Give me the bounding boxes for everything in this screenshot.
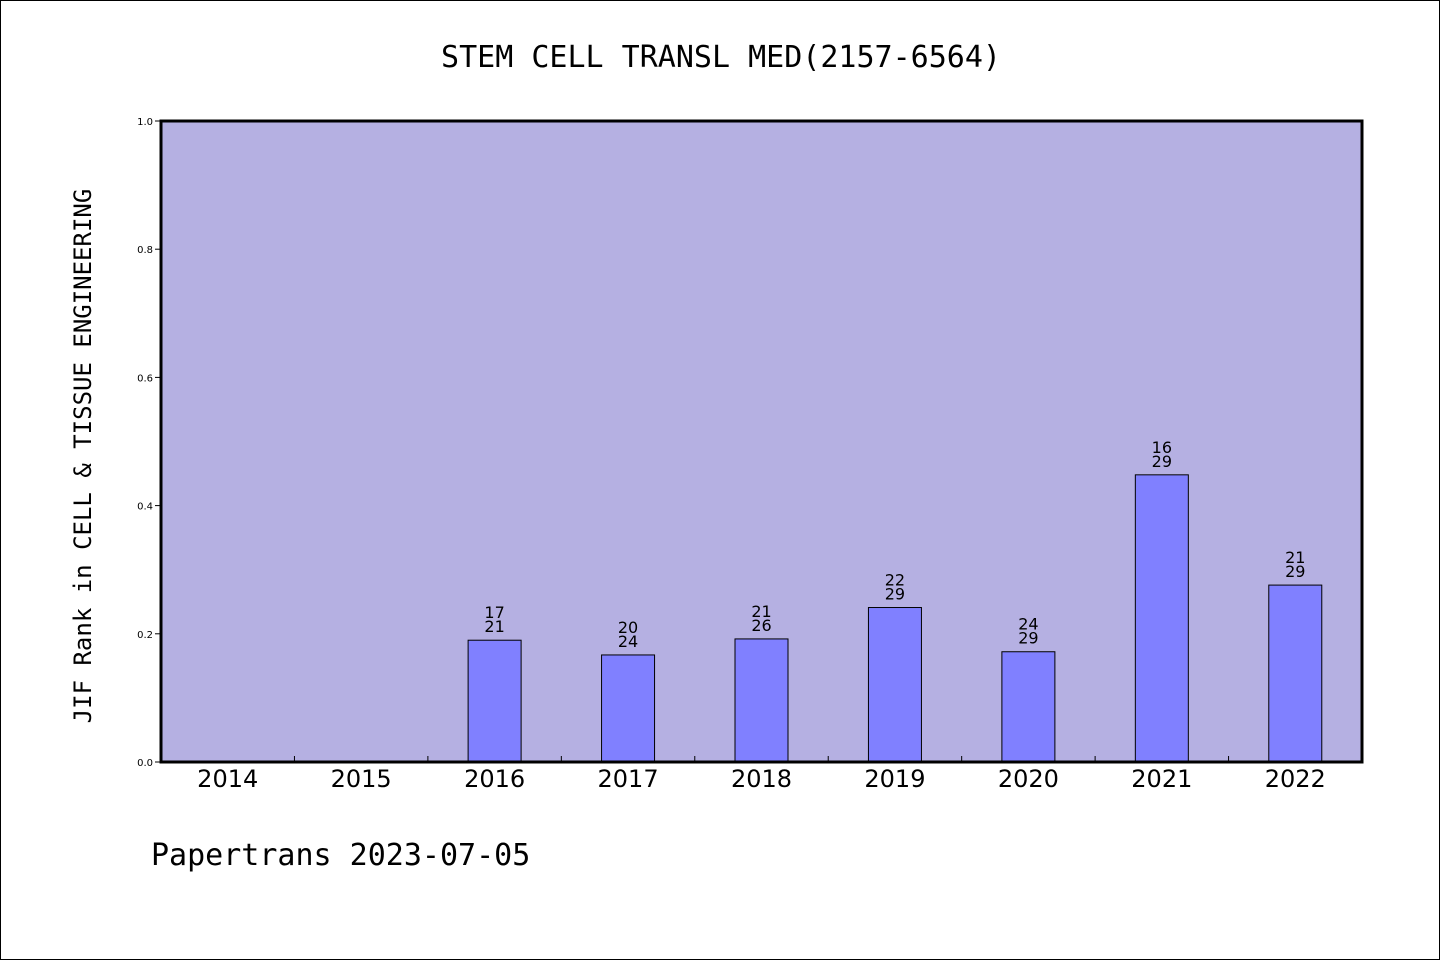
bar-rank-label: 22 bbox=[885, 571, 905, 590]
bar bbox=[1001, 651, 1056, 763]
bar bbox=[467, 639, 522, 763]
x-tick-label: 2018 bbox=[731, 765, 792, 793]
y-tick-label: 0.8 bbox=[137, 245, 153, 256]
bar-rank-label: 16 bbox=[1152, 438, 1172, 457]
x-tick-label: 2016 bbox=[464, 765, 525, 793]
y-axis-label: JIF Rank in CELL & TISSUE ENGINEERING bbox=[69, 189, 97, 724]
x-tick-label: 2015 bbox=[331, 765, 392, 793]
bar-total-label: 24 bbox=[618, 632, 638, 651]
bar-rank-label: 21 bbox=[751, 602, 771, 621]
y-tick-label: 0.6 bbox=[137, 373, 153, 384]
bar-total-label: 29 bbox=[1018, 629, 1038, 648]
x-tick-label: 2020 bbox=[998, 765, 1059, 793]
bar bbox=[734, 638, 789, 763]
x-tick-label: 2019 bbox=[864, 765, 925, 793]
x-tick-label: 2021 bbox=[1131, 765, 1192, 793]
y-tick-label: 1.0 bbox=[137, 117, 153, 128]
bar-total-label: 29 bbox=[1285, 562, 1305, 581]
bar bbox=[1268, 584, 1323, 763]
x-tick-label: 2017 bbox=[598, 765, 659, 793]
bar bbox=[867, 607, 922, 763]
y-tick-label: 0.2 bbox=[137, 630, 153, 641]
bar-total-label: 29 bbox=[1152, 452, 1172, 471]
y-tick-label: 0.0 bbox=[137, 758, 153, 769]
x-tick-label: 2022 bbox=[1265, 765, 1326, 793]
bar-rank-label: 17 bbox=[484, 603, 504, 622]
bar-total-label: 26 bbox=[751, 616, 771, 635]
bar-total-label: 21 bbox=[484, 617, 504, 636]
bar-rank-label: 24 bbox=[1018, 615, 1038, 634]
bar-total-label: 29 bbox=[885, 585, 905, 604]
y-tick-label: 0.4 bbox=[137, 502, 153, 513]
bar bbox=[1134, 474, 1189, 763]
bar-rank-label: 21 bbox=[1285, 548, 1305, 567]
bar bbox=[601, 654, 656, 763]
plot-frame bbox=[159, 119, 1364, 764]
x-tick-label: 2014 bbox=[197, 765, 258, 793]
footer-credit: Papertrans 2023-07-05 bbox=[151, 838, 530, 873]
bar-rank-label: 20 bbox=[618, 618, 638, 637]
chart-title: STEM CELL TRANSL MED(2157-6564) bbox=[441, 40, 1001, 75]
